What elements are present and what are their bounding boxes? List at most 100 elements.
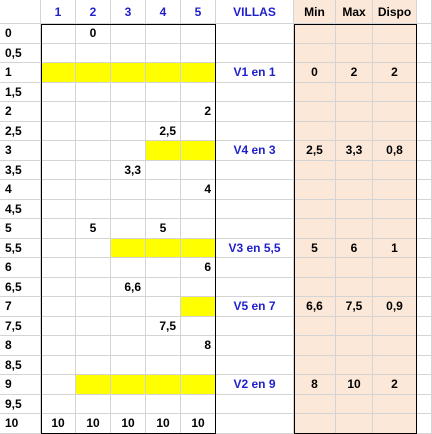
panel-cell[interactable]: [373, 82, 417, 102]
panel-cell[interactable]: [294, 24, 336, 44]
panel-cell[interactable]: [336, 394, 373, 414]
grid-cell[interactable]: [111, 24, 146, 44]
grid-cell[interactable]: [417, 180, 432, 200]
grid-cell[interactable]: [76, 238, 111, 258]
grid-cell[interactable]: [417, 63, 432, 83]
panel-cell[interactable]: [294, 199, 336, 219]
highlight-cell[interactable]: [111, 63, 146, 83]
value-cell[interactable]: 2,5: [146, 121, 181, 141]
grid-cell[interactable]: [146, 336, 181, 356]
grid-cell[interactable]: [111, 43, 146, 63]
grid-cell[interactable]: [76, 199, 111, 219]
highlight-cell[interactable]: [111, 238, 146, 258]
panel-cell[interactable]: [373, 277, 417, 297]
panel-cell[interactable]: [336, 82, 373, 102]
grid-cell[interactable]: [111, 355, 146, 375]
grid-cell[interactable]: [111, 141, 146, 161]
grid-cell[interactable]: [41, 258, 76, 278]
panel-cell[interactable]: [294, 258, 336, 278]
panel-cell[interactable]: [336, 277, 373, 297]
grid-cell[interactable]: [216, 414, 294, 434]
grid-cell[interactable]: [76, 316, 111, 336]
grid-cell[interactable]: [41, 238, 76, 258]
grid-cell[interactable]: [41, 316, 76, 336]
panel-cell[interactable]: [373, 199, 417, 219]
value-cell[interactable]: 10: [76, 414, 111, 434]
villa-label[interactable]: V5 en 7: [216, 297, 294, 317]
panel-cell[interactable]: [294, 355, 336, 375]
grid-cell[interactable]: [181, 277, 216, 297]
grid-cell[interactable]: [146, 160, 181, 180]
grid-cell[interactable]: [146, 24, 181, 44]
panel-cell[interactable]: [336, 121, 373, 141]
min-value[interactable]: 8: [294, 375, 336, 395]
grid-cell[interactable]: [41, 297, 76, 317]
panel-cell[interactable]: [336, 43, 373, 63]
panel-cell[interactable]: [373, 24, 417, 44]
grid-cell[interactable]: [76, 43, 111, 63]
row-label[interactable]: 9,5: [0, 394, 41, 414]
grid-cell[interactable]: [216, 199, 294, 219]
grid-cell[interactable]: [417, 160, 432, 180]
panel-cell[interactable]: [336, 102, 373, 122]
highlight-cell[interactable]: [146, 375, 181, 395]
grid-cell[interactable]: [111, 258, 146, 278]
grid-cell[interactable]: [111, 316, 146, 336]
highlight-cell[interactable]: [146, 238, 181, 258]
row-label[interactable]: 2: [0, 102, 41, 122]
grid-cell[interactable]: [76, 160, 111, 180]
highlight-cell[interactable]: [181, 297, 216, 317]
villa-label[interactable]: V1 en 1: [216, 63, 294, 83]
grid-cell[interactable]: [146, 277, 181, 297]
grid-cell[interactable]: [216, 82, 294, 102]
grid-cell[interactable]: [41, 141, 76, 161]
panel-cell[interactable]: [336, 24, 373, 44]
villas-header[interactable]: VILLAS: [216, 0, 294, 24]
grid-cell[interactable]: [41, 102, 76, 122]
grid-cell[interactable]: [146, 394, 181, 414]
row-label[interactable]: 8: [0, 336, 41, 356]
grid-cell[interactable]: [181, 394, 216, 414]
grid-cell[interactable]: [417, 121, 432, 141]
min-value[interactable]: 6,6: [294, 297, 336, 317]
row-label[interactable]: 10: [0, 414, 41, 434]
villa-label[interactable]: V2 en 9: [216, 375, 294, 395]
dispo-value[interactable]: 1: [373, 238, 417, 258]
panel-cell[interactable]: [294, 160, 336, 180]
grid-cell[interactable]: [41, 121, 76, 141]
grid-cell[interactable]: [417, 238, 432, 258]
row-label[interactable]: 4: [0, 180, 41, 200]
grid-cell[interactable]: [216, 316, 294, 336]
panel-cell[interactable]: [294, 180, 336, 200]
grid-cell[interactable]: [181, 24, 216, 44]
panel-cell[interactable]: [294, 414, 336, 434]
highlight-cell[interactable]: [41, 63, 76, 83]
grid-cell[interactable]: [111, 199, 146, 219]
grid-cell[interactable]: [41, 394, 76, 414]
grid-cell[interactable]: [146, 258, 181, 278]
row-label[interactable]: 3,5: [0, 160, 41, 180]
row-label[interactable]: 1,5: [0, 82, 41, 102]
highlight-cell[interactable]: [146, 141, 181, 161]
max-value[interactable]: 10: [336, 375, 373, 395]
highlight-cell[interactable]: [146, 63, 181, 83]
grid-cell[interactable]: [417, 336, 432, 356]
row-label[interactable]: 7,5: [0, 316, 41, 336]
column-header-1[interactable]: 1: [41, 0, 76, 24]
value-cell[interactable]: 4: [181, 180, 216, 200]
dispo-value[interactable]: 0,8: [373, 141, 417, 161]
panel-cell[interactable]: [373, 316, 417, 336]
grid-cell[interactable]: [76, 336, 111, 356]
column-header-2[interactable]: 2: [76, 0, 111, 24]
row-label[interactable]: 6,5: [0, 277, 41, 297]
row-label[interactable]: 7: [0, 297, 41, 317]
row-label[interactable]: 0: [0, 24, 41, 44]
grid-cell[interactable]: [41, 180, 76, 200]
value-cell[interactable]: 2: [181, 102, 216, 122]
panel-cell[interactable]: [336, 355, 373, 375]
panel-cell[interactable]: [294, 277, 336, 297]
grid-cell[interactable]: [216, 24, 294, 44]
row-label[interactable]: 2,5: [0, 121, 41, 141]
grid-cell[interactable]: [181, 160, 216, 180]
grid-cell[interactable]: [76, 82, 111, 102]
